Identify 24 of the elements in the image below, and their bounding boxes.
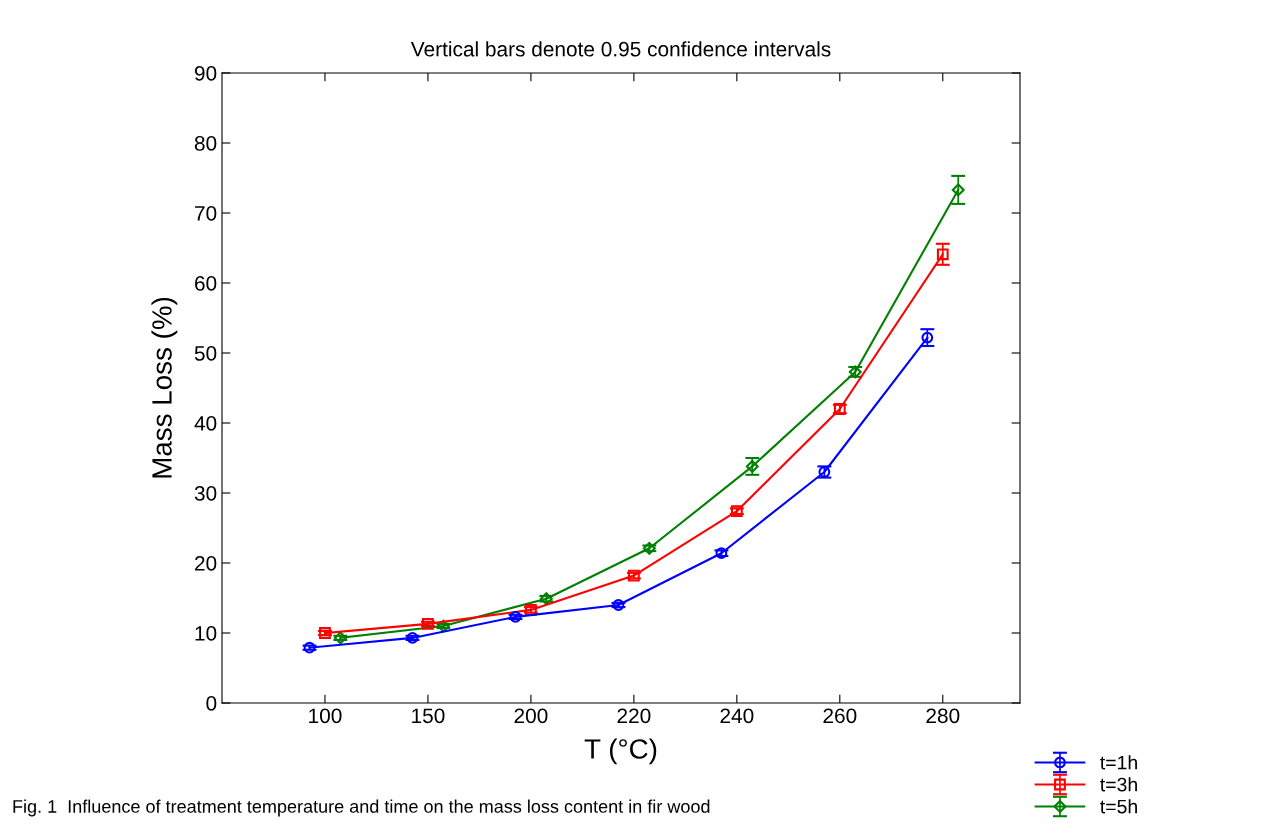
x-tick-label: 280	[926, 708, 960, 724]
x-tick-label: 240	[720, 708, 754, 724]
y-axis-title: Mass Loss (%)	[151, 297, 178, 478]
x-tick-label: 220	[617, 708, 651, 724]
legend-label: t=5h	[1100, 799, 1137, 814]
y-tick-label: 20	[195, 556, 217, 571]
chart-title: Vertical bars denote 0.95 confidence intervals	[410, 41, 831, 57]
y-tick-label: 80	[194, 136, 217, 151]
y-tick-label: 30	[194, 486, 217, 501]
y-tick-label: 10	[195, 626, 217, 641]
caption: Fig. 1 Influence of treatment temperature and time on the mass loss content in fir wood	[13, 799, 710, 817]
y-tick-label: 70	[195, 206, 217, 221]
y-tick-label: 60	[195, 276, 217, 291]
x-tick-label: 150	[412, 708, 445, 724]
x-tick-label: 100	[309, 708, 342, 724]
y-tick-label: 90	[194, 66, 217, 81]
legend-label: t=3h	[1100, 777, 1137, 792]
y-tick-label: 0	[206, 696, 217, 711]
x-axis-title: T (°C)	[584, 738, 657, 765]
y-tick-label: 40	[194, 416, 217, 431]
legend-label: t=1h	[1100, 755, 1137, 770]
x-tick-label: 260	[823, 708, 857, 724]
y-tick-label: 50	[194, 346, 217, 361]
x-tick-label: 200	[514, 708, 548, 724]
